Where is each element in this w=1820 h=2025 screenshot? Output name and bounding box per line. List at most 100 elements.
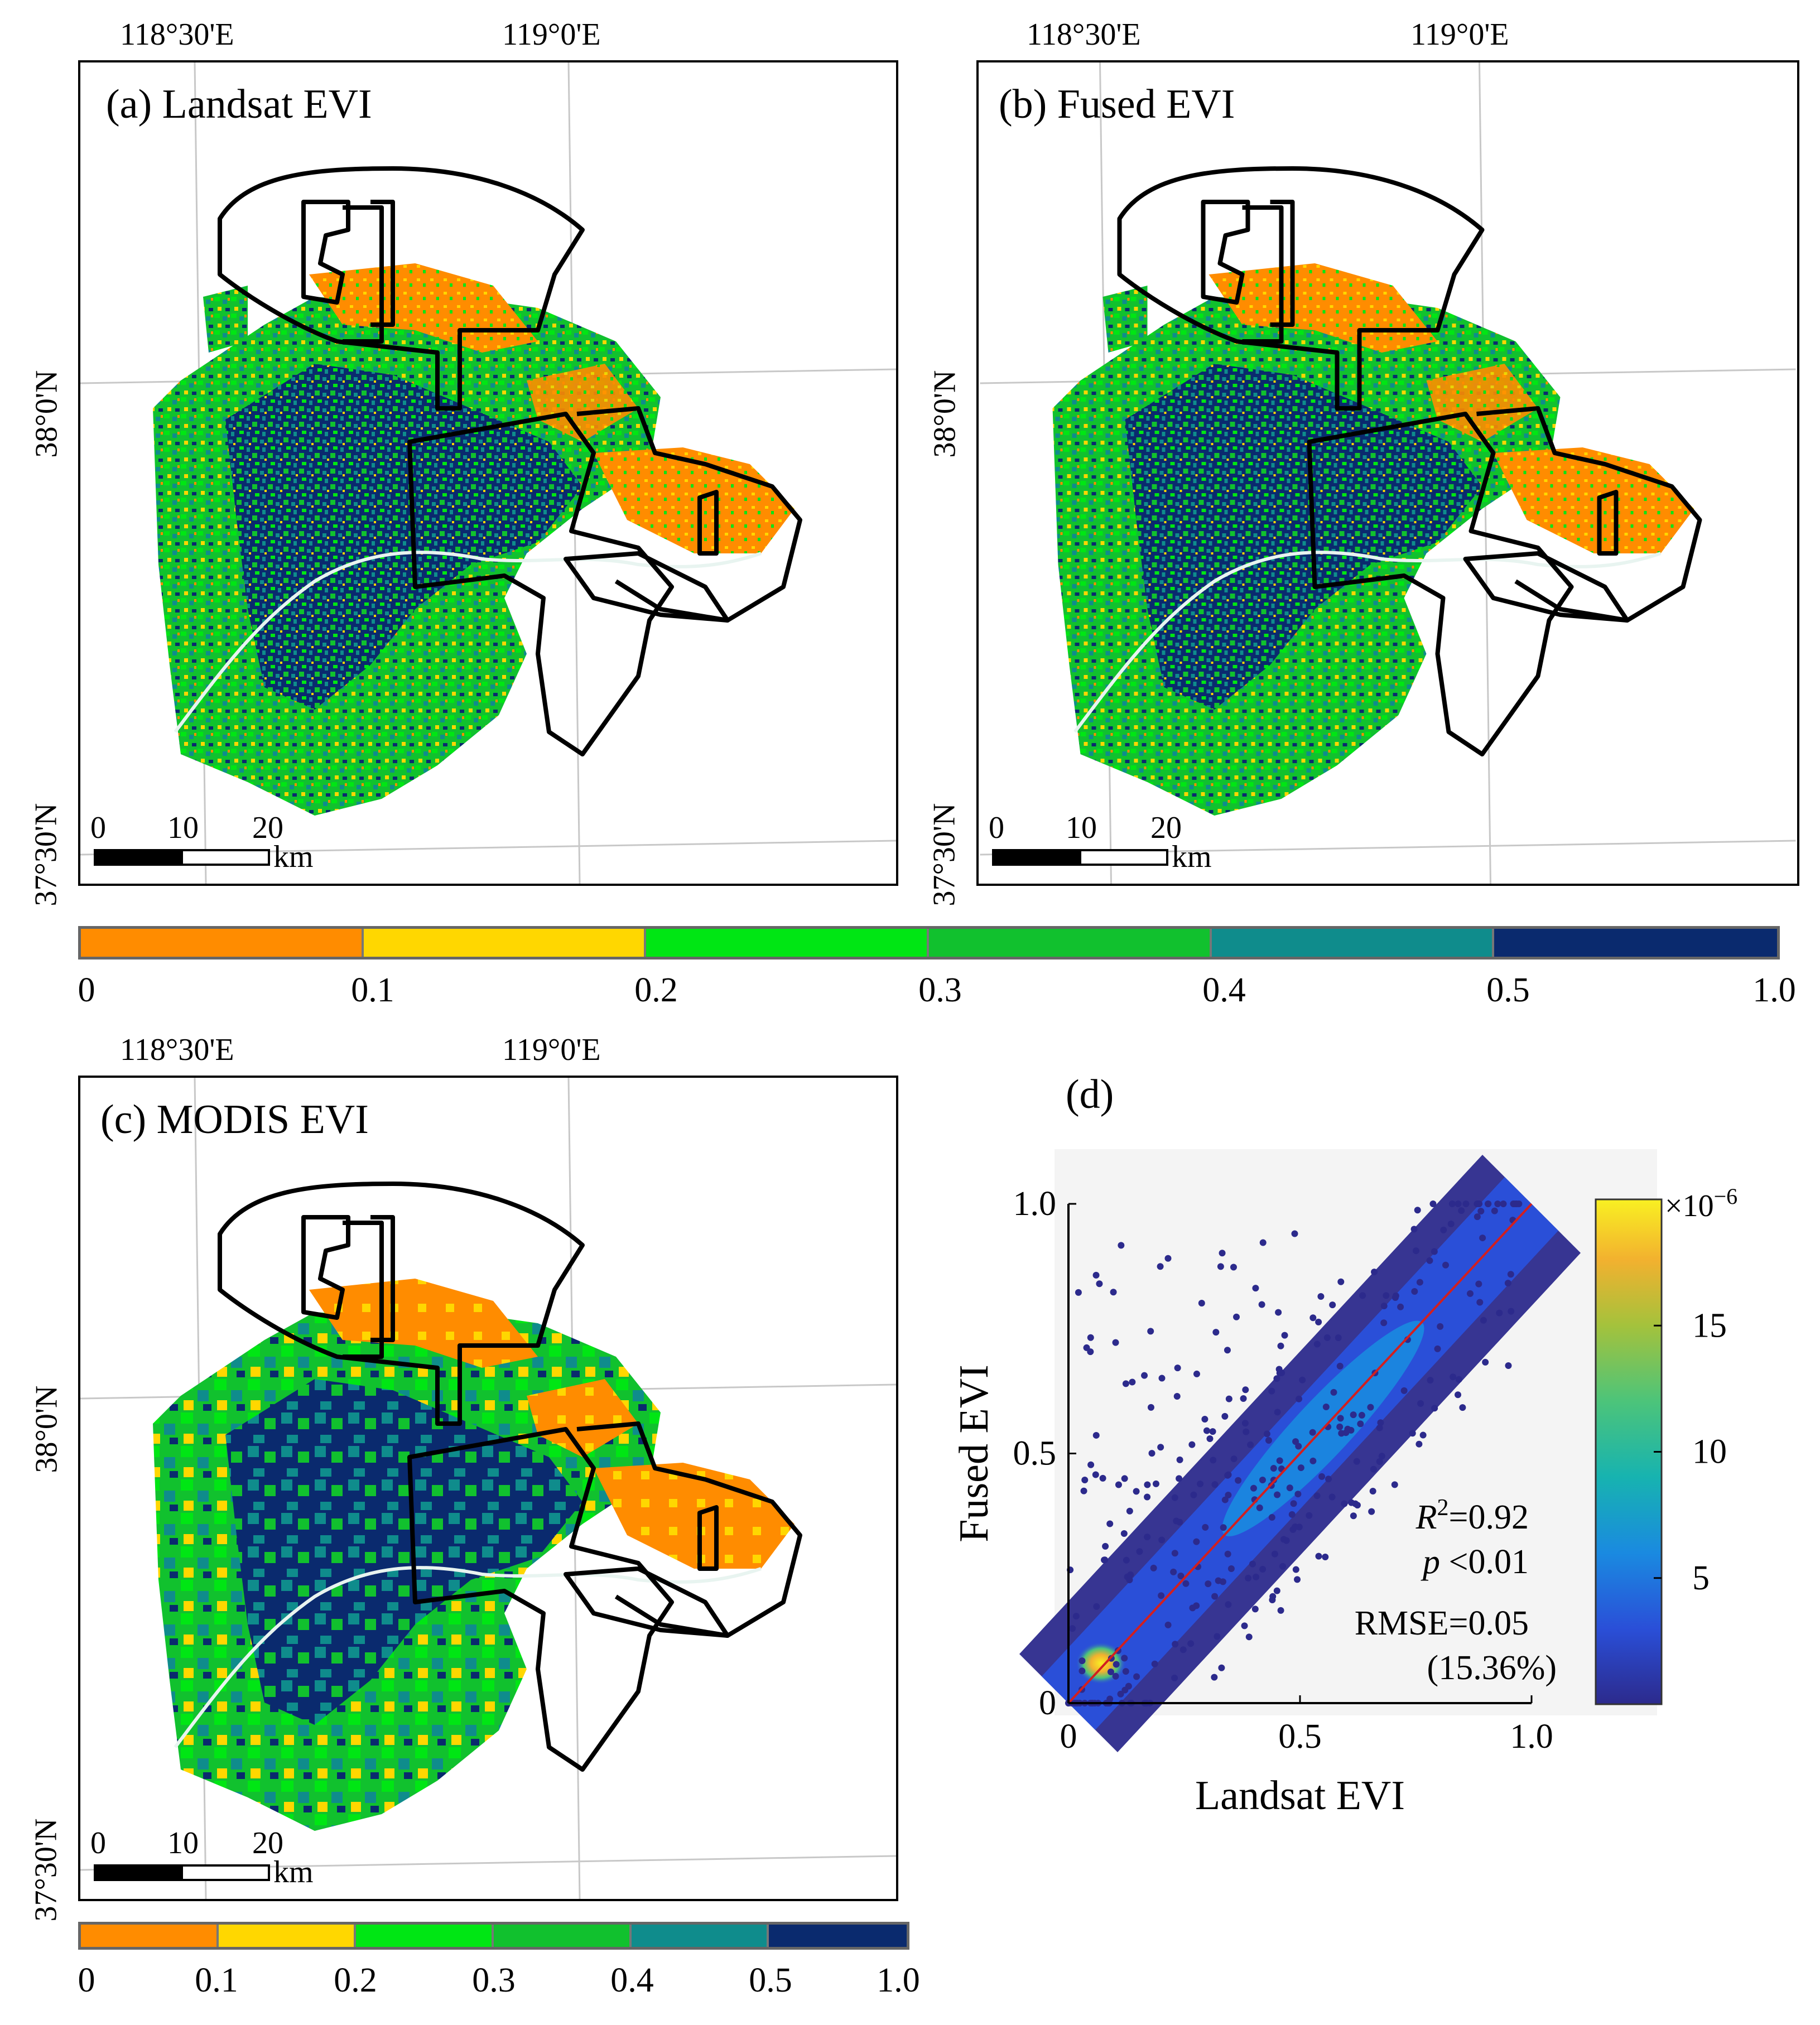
scatter-point <box>1377 1419 1384 1426</box>
map-frame <box>976 60 1799 886</box>
scatter-point <box>1133 1673 1140 1680</box>
scatter-point <box>1370 1465 1377 1473</box>
scale-label-0: 0 <box>989 811 1004 845</box>
scatter-point <box>1277 1607 1284 1614</box>
scale-bar: 0 10 20 km <box>90 810 328 874</box>
scatter-point <box>1450 1373 1457 1381</box>
scatter-point <box>1367 1404 1374 1411</box>
scatter-point <box>1494 1200 1501 1207</box>
scatter-point <box>1440 1226 1447 1233</box>
scatter-point <box>1414 1207 1421 1214</box>
lon-label-2: 119°0'E <box>1410 17 1509 52</box>
scatter-point <box>1275 1366 1283 1373</box>
scatter-point <box>1442 1261 1450 1269</box>
scatter-point <box>1118 1242 1125 1249</box>
scatter-point <box>1197 1480 1204 1487</box>
scatter-point <box>1230 1264 1237 1271</box>
scatter-point <box>1329 1301 1336 1309</box>
panel-b: 118°30'E 119°0'E <box>898 0 1820 906</box>
legend-label: 0.2 <box>634 971 678 1009</box>
scatter-point <box>1448 1200 1456 1207</box>
scatter-point <box>1476 1200 1483 1207</box>
scatter-point <box>1243 1428 1250 1435</box>
scatter-point <box>1224 1347 1231 1354</box>
scatter-point <box>1211 1481 1219 1488</box>
legend-label: 0.5 <box>749 1961 792 1999</box>
scatter-point <box>1221 1496 1229 1503</box>
scatter-point <box>1219 1250 1226 1257</box>
legend-swatch <box>363 929 647 957</box>
chart-title: (d) <box>1066 1072 1114 1117</box>
scatter-point <box>1507 1271 1514 1278</box>
panel-c: 118°30'E 119°0'E <box>0 1015 919 2025</box>
legend-label: 0 <box>78 971 95 1009</box>
scatter-point <box>1455 1391 1462 1399</box>
scatter-point <box>1172 1641 1179 1648</box>
scatter-point <box>1171 1550 1178 1557</box>
scatter-point <box>1144 1481 1151 1488</box>
scatter-point <box>1112 1339 1119 1346</box>
scatter-point <box>1337 1278 1345 1285</box>
scatter-point <box>1505 1362 1512 1369</box>
legend-label: 0.3 <box>918 971 962 1009</box>
scatter-point <box>1252 1285 1259 1292</box>
scatter-point <box>1415 1440 1423 1448</box>
scatter-point <box>1087 1334 1094 1341</box>
scatter-point <box>1268 1387 1275 1395</box>
legend-swatch <box>1211 929 1495 957</box>
scatter-point <box>1141 1372 1148 1379</box>
scatter-point <box>1259 1566 1267 1573</box>
scatter-point <box>1136 1548 1143 1555</box>
scatter-point <box>1306 1512 1313 1519</box>
scatter-point <box>1106 1520 1114 1527</box>
scatter-point <box>1336 1362 1344 1370</box>
scatter-point <box>1290 1500 1297 1507</box>
scatter-point <box>1069 1625 1076 1632</box>
legend-label: 0.1 <box>351 971 394 1009</box>
scatter-point <box>1295 1443 1302 1450</box>
scatter-point <box>1309 1314 1317 1322</box>
lon-label-1: 118°30'E <box>120 17 234 52</box>
scatter-point <box>1294 1576 1301 1583</box>
scale-label-10: 10 <box>167 811 199 845</box>
rmse-text: RMSE=0.05 <box>1355 1604 1529 1642</box>
scatter-point <box>1447 1220 1455 1227</box>
scatter-point <box>1276 1457 1283 1464</box>
scatter-point <box>1476 1299 1484 1306</box>
scatter-point <box>1315 1318 1322 1325</box>
scatter-point <box>1322 1553 1329 1560</box>
scatter-point <box>1096 1280 1103 1288</box>
scatter-point <box>1122 1380 1129 1387</box>
scatter-point <box>1133 1488 1140 1495</box>
legend-swatch <box>929 929 1212 957</box>
scatter-point <box>1263 1430 1270 1438</box>
scatter-point <box>1323 1334 1331 1341</box>
scatter-point <box>1434 1345 1441 1352</box>
scatter-point <box>1458 1207 1465 1214</box>
scatter-point <box>1286 1484 1293 1492</box>
scatter-point <box>1341 1500 1348 1507</box>
scatter-point <box>1171 1494 1178 1501</box>
scatter-point <box>1235 1477 1242 1484</box>
lat-label-1: 38°0'N <box>29 1385 64 1473</box>
scale-unit: km <box>1172 840 1212 874</box>
lat-label-1: 38°0'N <box>927 370 962 458</box>
map-frame <box>78 1076 898 1901</box>
scale-bar: 0 10 20 km <box>90 1825 328 1889</box>
scatter-point <box>1291 1230 1298 1237</box>
scatter-point <box>1123 1556 1130 1564</box>
scatter-point <box>1225 1601 1232 1608</box>
lon-label-2: 119°0'E <box>502 17 601 52</box>
scatter-point <box>1281 1332 1288 1339</box>
scatter-point <box>1419 1431 1427 1439</box>
scatter-point <box>1164 1255 1172 1262</box>
scatter-point <box>1241 1420 1249 1427</box>
scatter-point <box>1250 1484 1257 1492</box>
scatter-point <box>1225 1395 1232 1402</box>
scatter-point <box>1328 1493 1336 1501</box>
scatter-point <box>1274 1409 1281 1416</box>
scatter-point <box>1188 1441 1196 1448</box>
scatter-point <box>1225 1491 1232 1498</box>
scatter-point <box>1218 1664 1225 1671</box>
scatter-point <box>1296 1395 1303 1402</box>
